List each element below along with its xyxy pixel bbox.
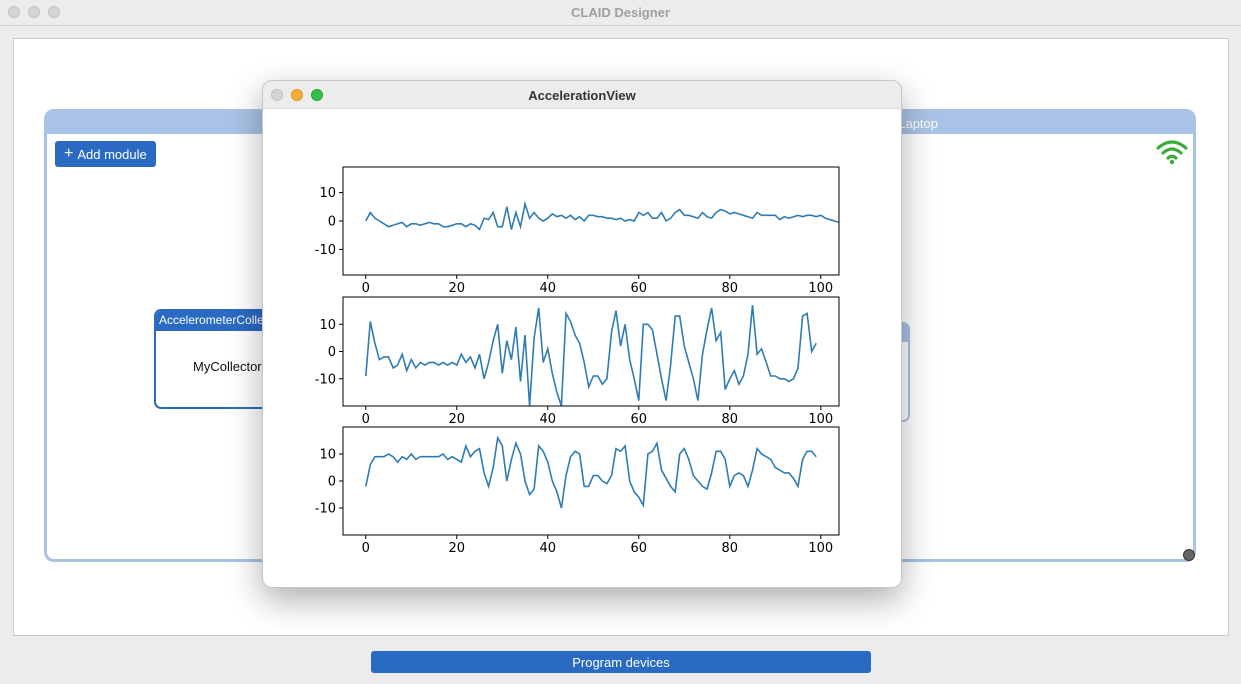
plot-3-xtick-label: 40 <box>539 541 556 556</box>
plot-1-ytick-label: 0 <box>328 215 336 230</box>
add-module-label: Add module <box>77 146 147 162</box>
plot-2-xtick-label: 80 <box>722 412 739 427</box>
maximize-window-icon[interactable] <box>48 6 60 18</box>
plot-2-xtick-label: 60 <box>631 412 648 427</box>
popup-close-icon[interactable] <box>271 89 283 101</box>
device-name: Laptop <box>898 116 938 131</box>
minimize-window-icon[interactable] <box>28 6 40 18</box>
plot-3-xtick-label: 60 <box>631 541 648 556</box>
popup-titlebar[interactable]: AccelerationView <box>263 81 901 109</box>
acceleration-view-window[interactable]: AccelerationView 0 20 40 60 80 100 -10 0 10 0 20 40… <box>262 80 902 588</box>
plot-3-xtick-label: 20 <box>448 541 465 556</box>
plot-3-xtick-label: 80 <box>722 541 739 556</box>
plot-1-xtick-label: 80 <box>722 281 739 296</box>
plot-2-xtick-label: 20 <box>448 412 465 427</box>
plot-1-frame <box>342 166 840 276</box>
plot-1-ytick-label: 10 <box>319 186 336 201</box>
plot-2-ytick-label: 10 <box>319 318 336 333</box>
popup-title: AccelerationView <box>528 88 636 103</box>
plot-3-xtick-label: 0 <box>362 541 370 556</box>
plot-2-series-line <box>365 305 817 406</box>
plot-3-ytick-label: -10 <box>315 502 336 517</box>
window-titlebar: CLAID Designer <box>0 0 1241 26</box>
plot-2-xtick-label: 100 <box>808 412 833 427</box>
plot-3-xtick-label: 100 <box>808 541 833 556</box>
plot-1-ytick-label: -10 <box>315 243 336 258</box>
program-devices-button[interactable]: Program devices <box>371 651 871 673</box>
plot-2-ytick-label: -10 <box>315 372 336 387</box>
resize-handle[interactable] <box>1183 549 1195 561</box>
plot-1-xtick-label: 40 <box>539 281 556 296</box>
plot-3-series-line <box>365 435 817 509</box>
plot-1-xtick-label: 60 <box>631 281 648 296</box>
popup-maximize-icon[interactable] <box>311 89 323 101</box>
module-instance-name: MyCollector <box>193 359 262 374</box>
module-title: AccelerometerCollector <box>156 311 292 331</box>
plot-1-xtick-label: 20 <box>448 281 465 296</box>
wifi-icon <box>1156 140 1188 165</box>
plot-3-ytick-label: 0 <box>328 475 336 490</box>
plot-3-ytick-label: 10 <box>319 448 336 463</box>
plot-2-frame <box>342 296 840 407</box>
plot-1-series-line <box>365 200 839 231</box>
plot-2-xtick-label: 0 <box>362 412 370 427</box>
plus-icon: + <box>64 145 74 162</box>
window-title: CLAID Designer <box>571 5 670 20</box>
plot-2-ytick-label: 0 <box>328 345 336 360</box>
plot-1-xtick-label: 100 <box>808 281 833 296</box>
close-window-icon[interactable] <box>8 6 20 18</box>
add-module-button[interactable]: + Add module <box>55 141 156 167</box>
plot-1-xtick-label: 0 <box>362 281 370 296</box>
popup-minimize-icon[interactable] <box>291 89 303 101</box>
plot-2-xtick-label: 40 <box>539 412 556 427</box>
